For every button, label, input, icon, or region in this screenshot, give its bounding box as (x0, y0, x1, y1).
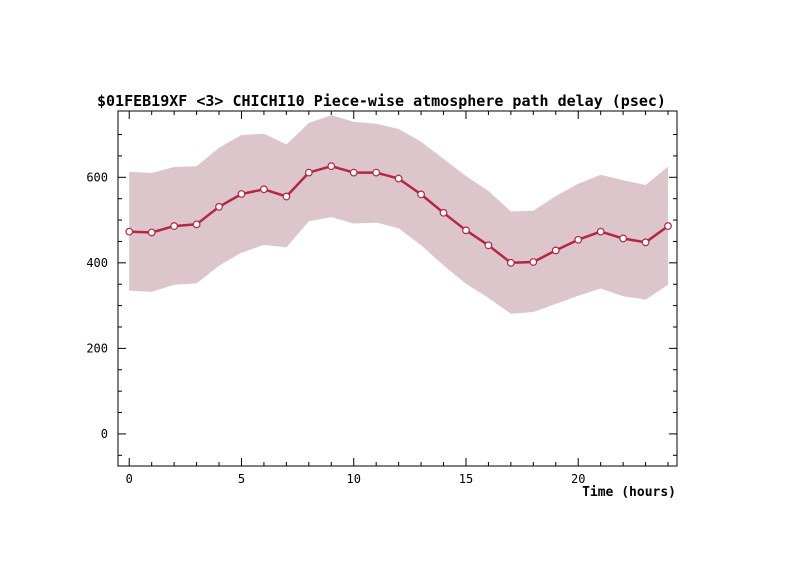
data-point (641, 238, 650, 247)
data-point (462, 226, 470, 235)
data-point (574, 235, 583, 244)
data-point (215, 202, 223, 211)
series-layer (125, 162, 672, 267)
y-tick-label: 400 (86, 256, 108, 270)
data-point (170, 222, 179, 230)
data-point (147, 228, 156, 237)
data-point (506, 258, 515, 267)
chart-title: $01FEB19XF <3> CHICHI10 Piece-wise atmos… (97, 92, 666, 110)
x-tick-label: 5 (238, 472, 245, 486)
x-tick-label: 0 (126, 472, 133, 486)
data-point (237, 190, 246, 198)
x-axis-label: Time (hours) (582, 485, 676, 500)
data-point (125, 227, 134, 236)
data-point (484, 241, 493, 250)
plot-frame (117, 110, 678, 467)
data-point (327, 162, 336, 171)
data-point (372, 168, 381, 177)
data-point (349, 168, 358, 177)
data-point (304, 168, 313, 177)
data-point (260, 185, 268, 194)
data-point (394, 174, 403, 183)
data-point (417, 190, 425, 199)
y-tick-label: 200 (86, 341, 108, 355)
data-point (439, 208, 448, 217)
data-point (664, 222, 672, 230)
y-tick-label: 0 (101, 427, 108, 441)
data-point (596, 227, 605, 236)
y-tick-label: 600 (86, 170, 108, 184)
data-point (282, 192, 291, 201)
axes-layer (117, 110, 678, 467)
x-tick-label: 20 (571, 472, 585, 486)
data-point (529, 258, 538, 266)
x-tick-label: 10 (346, 472, 360, 486)
data-point (192, 220, 201, 229)
data-point (551, 246, 560, 255)
x-tick-label: 15 (459, 472, 473, 486)
data-point (619, 234, 628, 243)
